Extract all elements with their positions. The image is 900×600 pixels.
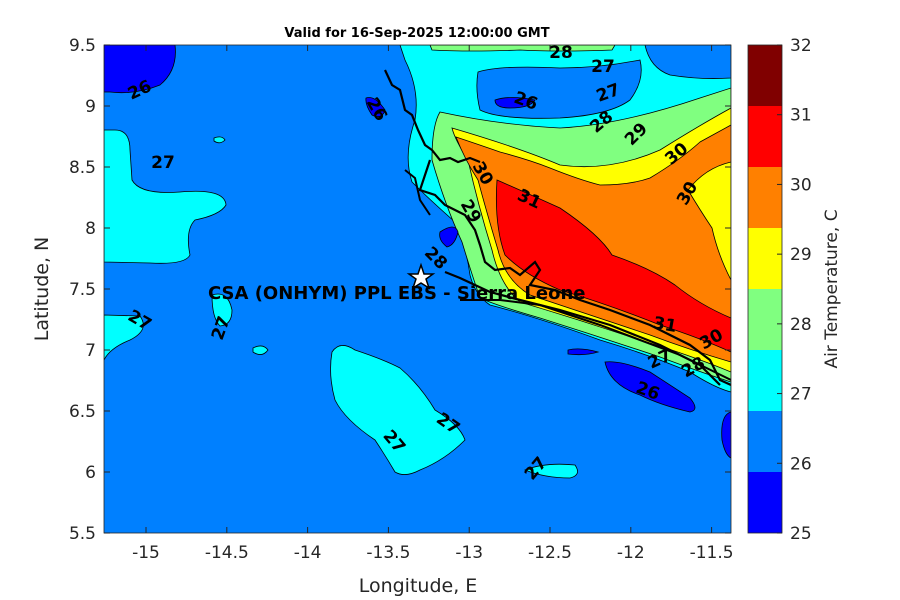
site-label: CSA (ONHYM) PPL EBS - Sierra Leone [208, 283, 585, 304]
coastline [404, 169, 731, 381]
band-25-26 [104, 45, 176, 94]
band-25-26 [567, 348, 600, 356]
colorbar-frame [747, 44, 783, 534]
y-tick-label: 9.5 [69, 36, 96, 56]
contour-label: 31 [651, 313, 678, 337]
colorbar-segment [748, 411, 782, 472]
band-27-28 [252, 345, 269, 355]
colorbar-tick-label: 31 [790, 106, 812, 126]
contour-label: 28 [549, 43, 573, 63]
x-axis-label: Longitude, E [359, 575, 478, 597]
site-star-marker [406, 262, 436, 290]
band-26-27 [644, 45, 731, 79]
x-tick-label: -13.5 [366, 543, 410, 563]
band-25-26 [494, 97, 536, 109]
x-tick-label: -12 [617, 543, 645, 563]
band-25-26 [439, 226, 459, 248]
contour-label: 27 [591, 57, 615, 77]
band-27-28 [523, 463, 578, 479]
chart-title: Valid for 16-Sep-2025 12:00:00 GMT [284, 26, 549, 41]
colorbar-segment [748, 45, 782, 106]
colorbar-segment [748, 289, 782, 350]
band-28-29 [429, 45, 616, 52]
y-tick-label: 5.5 [69, 524, 96, 544]
band-25-26 [604, 361, 696, 413]
contour-label: 27 [151, 153, 175, 173]
x-tick-label: -15 [132, 543, 160, 563]
band-27-28 [104, 129, 227, 264]
band-25-26 [721, 411, 731, 459]
colorbar-tick-label: 27 [790, 385, 812, 405]
band-27-28 [330, 345, 466, 475]
y-tick-label: 7 [85, 341, 96, 361]
band-25-26 [365, 97, 386, 118]
band-27-28 [211, 293, 233, 327]
y-tick-label: 6.5 [69, 402, 96, 422]
colorbar-tick-label: 25 [790, 524, 812, 544]
y-axis-label: Latitude, N [31, 237, 53, 342]
colorbar-segment [748, 167, 782, 228]
band-27-28 [104, 314, 144, 361]
colorbar-label: Air Temperature, C [822, 209, 842, 368]
x-tick-label: -13 [455, 543, 483, 563]
colorbar-tick-label: 28 [790, 315, 812, 335]
colorbar-segment [748, 472, 782, 533]
x-tick-label: -14 [294, 543, 322, 563]
colorbar-tick-label: 26 [790, 454, 812, 474]
x-tick-label: -11.5 [690, 543, 734, 563]
colorbar-tick-label: 32 [790, 36, 812, 56]
colorbar-segment [748, 350, 782, 411]
y-tick-label: 8.5 [69, 158, 96, 178]
y-axis: 5.5 6 6.5 7 7.5 8 8.5 9 9.5 [69, 36, 731, 544]
colorbar-tick-label: 30 [790, 175, 812, 195]
y-tick-label: 6 [85, 463, 96, 483]
colorbar-tick-label: 29 [790, 245, 812, 265]
band-29-30 [687, 161, 731, 281]
colorbar-segment [748, 106, 782, 167]
x-tick-label: -12.5 [528, 543, 572, 563]
x-axis: -15 -14.5 -14 -13.5 -13 -12.5 -12 -11.5 [132, 45, 734, 563]
y-tick-label: 9 [85, 97, 96, 117]
y-tick-label: 8 [85, 219, 96, 239]
colorbar: 25 26 27 28 29 30 31 32 [747, 36, 812, 544]
colorbar-segment [748, 228, 782, 289]
y-tick-label: 7.5 [69, 280, 96, 300]
x-tick-label: -14.5 [205, 543, 249, 563]
band-27-28 [213, 136, 226, 144]
contour-map: 26 27 26 28 27 27 26 28 29 30 30 31 30 2… [104, 43, 731, 533]
